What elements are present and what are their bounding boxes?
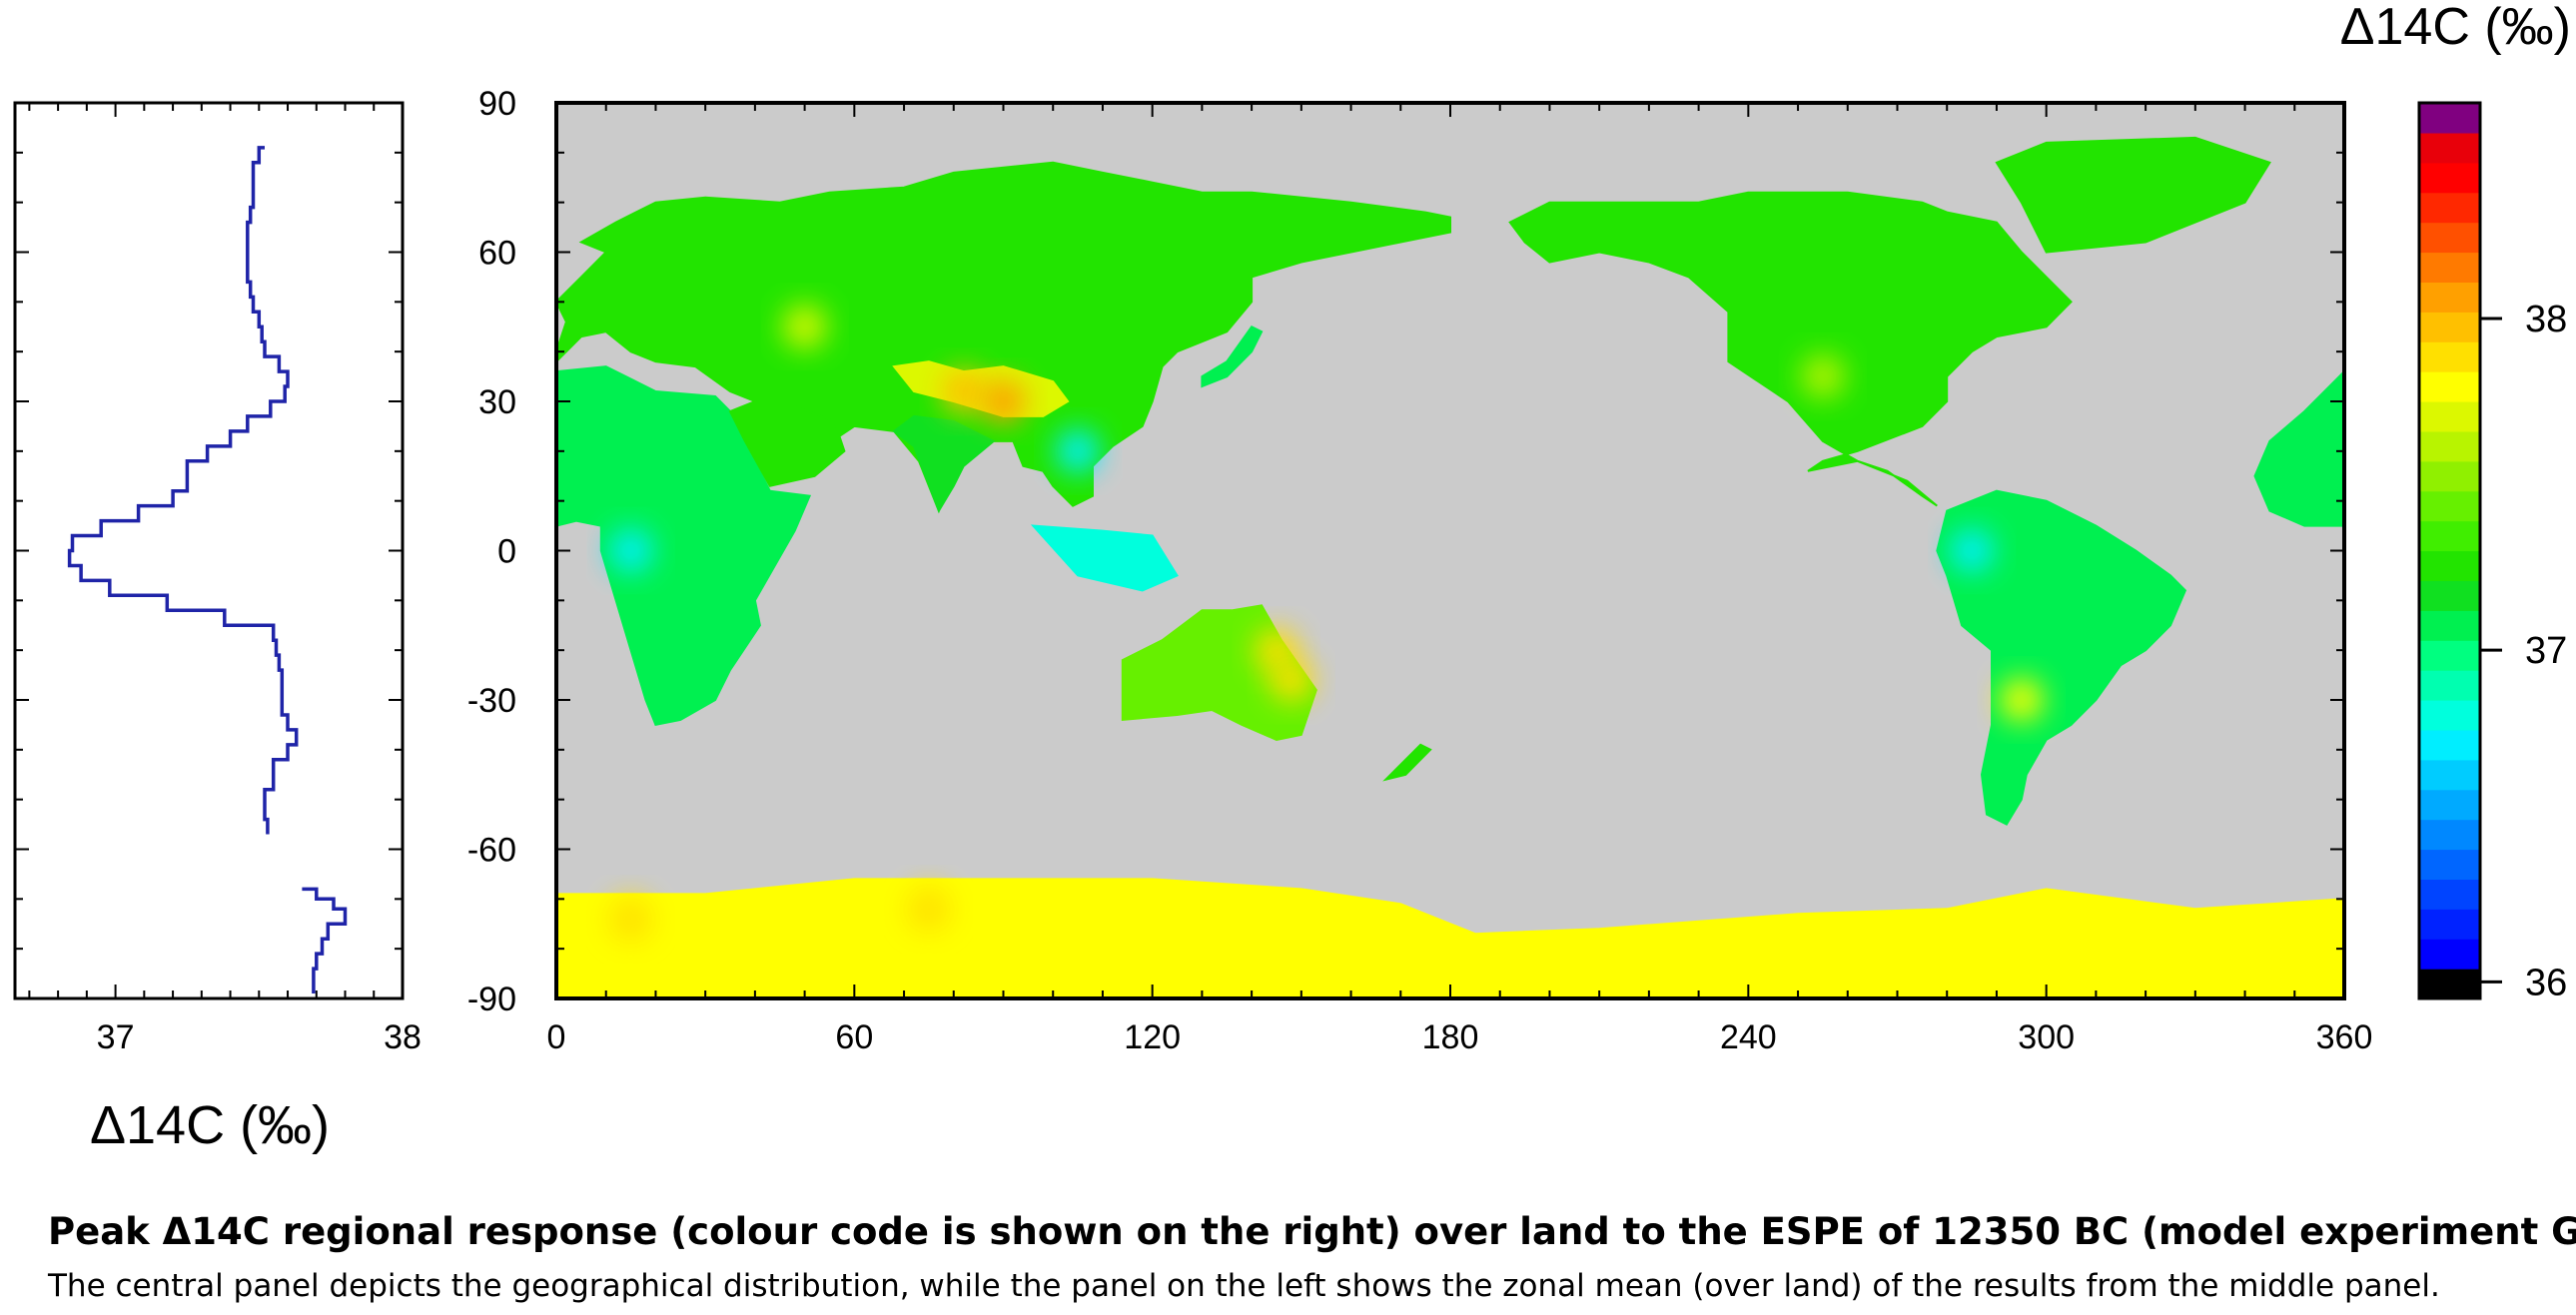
map-hotspot-9 <box>1950 528 1995 573</box>
zonal-x-tick-label: 37 <box>97 1018 135 1056</box>
land-region-greenland <box>1995 136 2271 254</box>
map-hotspot-3 <box>1269 658 1313 703</box>
zonal-x-tick-label: 38 <box>384 1018 422 1056</box>
land-region-south-america <box>1936 489 2187 826</box>
map-y-tick-label: -30 <box>467 682 516 720</box>
colorbar-swatch <box>2419 460 2480 492</box>
map-y-tick-label: 90 <box>478 85 516 123</box>
map-y-tick-label: 0 <box>497 533 516 571</box>
zonal-mean-series-2 <box>302 887 348 993</box>
colorbar-tick-label: 37 <box>2525 630 2567 672</box>
map-hotspot-4 <box>608 897 653 942</box>
caption-title: Peak Δ14C regional response (colour code… <box>48 1210 2576 1253</box>
land-region-africa-west <box>2253 369 2344 527</box>
map-x-tick-label: 0 <box>547 1018 566 1056</box>
map-hotspot-5 <box>906 887 951 932</box>
map-hotspot-1 <box>981 379 1026 423</box>
colorbar-swatch <box>2419 490 2480 522</box>
colorbar-swatch <box>2419 341 2480 372</box>
colorbar-swatch <box>2419 879 2480 910</box>
map-x-tick-label: 180 <box>1422 1018 1479 1056</box>
colorbar-swatch <box>2419 849 2480 880</box>
map-plot-area <box>556 103 2344 998</box>
colorbar-swatch <box>2419 580 2480 611</box>
colorbar-swatch <box>2419 670 2480 701</box>
map-hotspot-8 <box>608 528 653 573</box>
colorbar-swatch <box>2419 939 2480 970</box>
colorbar-swatch <box>2419 819 2480 851</box>
map-hotspot-6 <box>1999 678 2044 722</box>
colorbar-tick-label: 38 <box>2525 299 2567 340</box>
zonal-mean-panel: 37 38 Δ14C (‰) <box>13 101 422 1155</box>
colorbar-swatch <box>2419 610 2480 641</box>
colorbar-swatch <box>2419 222 2480 254</box>
map-x-tick-label: 60 <box>835 1018 873 1056</box>
land-region-antarctica <box>556 878 2344 998</box>
zonal-x-axis-label: Δ14C (‰) <box>90 1095 330 1155</box>
colorbar-swatch <box>2419 520 2480 552</box>
colorbar-panel: 36 37 38 Δ14C (‰) <box>2340 0 2571 1003</box>
map-x-tick-label: 360 <box>2316 1018 2373 1056</box>
colorbar-swatch <box>2419 729 2480 761</box>
map-x-tick-label: 300 <box>2018 1018 2075 1056</box>
map-y-tick-label: -90 <box>467 981 516 1018</box>
colorbar-swatch <box>2419 430 2480 462</box>
caption-text: The central panel depicts the geographic… <box>48 1268 2440 1304</box>
colorbar-swatch <box>2419 103 2480 134</box>
map-hotspot-0 <box>941 369 986 414</box>
colorbar-swatch <box>2419 282 2480 313</box>
map-hotspot-11 <box>1800 354 1845 399</box>
colorbar-swatch <box>2419 192 2480 224</box>
land-region-se-asia-islands <box>1030 524 1179 592</box>
land-region-india <box>892 414 996 513</box>
colorbar-tick-label: 36 <box>2525 962 2567 1003</box>
colorbar-swatch <box>2419 252 2480 283</box>
colorbar-swatch <box>2419 700 2480 731</box>
zonal-mean-series-1 <box>67 146 299 835</box>
colorbar-swatch <box>2419 759 2480 791</box>
land-region-japan <box>1201 326 1264 388</box>
map-hotspot-7 <box>1056 428 1101 473</box>
colorbar-swatch <box>2419 969 2480 999</box>
colorbar-swatch <box>2419 550 2480 581</box>
colorbar-swatch <box>2419 132 2480 164</box>
colorbar-swatch <box>2419 401 2480 432</box>
land-region-new-zealand <box>1382 743 1432 782</box>
colorbar-frame <box>2417 101 2482 1000</box>
map-hotspot-10 <box>782 305 827 349</box>
map-y-tick-label: 60 <box>478 235 516 273</box>
land-region-europe-asia <box>556 161 1451 514</box>
map-y-tick-label: 30 <box>478 383 516 421</box>
colorbar-swatch <box>2419 312 2480 342</box>
colorbar-swatch <box>2419 162 2480 194</box>
land-region-north-america <box>1508 191 2073 507</box>
colorbar-swatch <box>2419 640 2480 671</box>
colorbar-swatch <box>2419 909 2480 940</box>
map-y-tick-label: -60 <box>467 832 516 870</box>
land-region-arabia <box>728 399 846 487</box>
map-x-tick-label: 120 <box>1124 1018 1181 1056</box>
colorbar-swatch <box>2419 789 2480 821</box>
colorbar-swatch <box>2419 371 2480 402</box>
colorbar-title: Δ14C (‰) <box>2340 0 2571 56</box>
map-x-tick-label: 240 <box>1720 1018 1777 1056</box>
land-region-africa <box>556 365 812 727</box>
